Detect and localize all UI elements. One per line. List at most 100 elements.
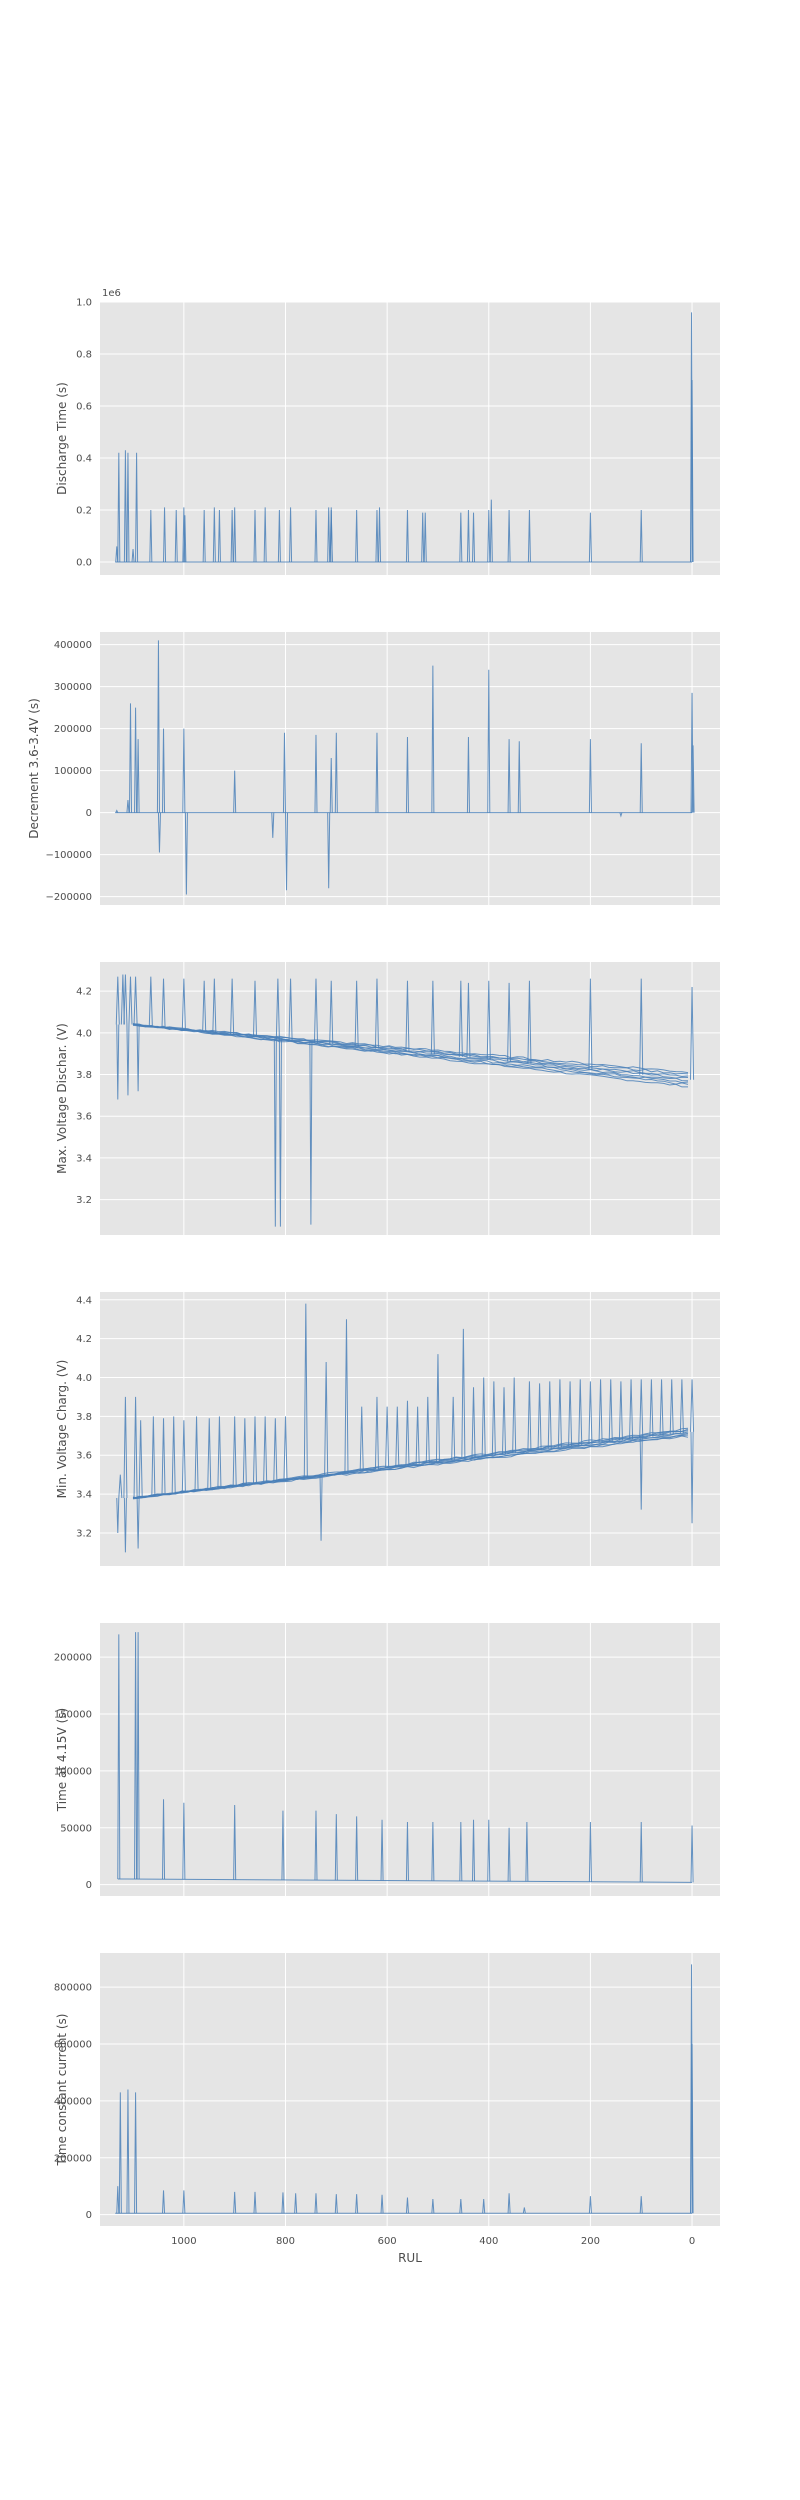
dip-mark bbox=[309, 1042, 313, 1225]
y-tick-label: −200000 bbox=[45, 892, 92, 903]
y-tick-label: 3.2 bbox=[76, 1195, 92, 1206]
dip-mark bbox=[639, 1437, 643, 1510]
y-tick-label: 300000 bbox=[54, 682, 92, 693]
spike-mark bbox=[598, 1379, 603, 1443]
spike-mark bbox=[690, 2043, 694, 2214]
spike-mark bbox=[669, 1379, 674, 1435]
spike-mark bbox=[466, 982, 471, 1058]
spike-mark bbox=[507, 739, 511, 813]
dip-mark bbox=[116, 1024, 120, 1100]
spike-mark bbox=[133, 976, 138, 1025]
spike-mark bbox=[162, 2190, 166, 2214]
spike-mark bbox=[217, 509, 221, 563]
spike-mark bbox=[355, 2194, 359, 2214]
y-tick-label: 200000 bbox=[54, 2153, 92, 2164]
spike-mark bbox=[517, 741, 521, 813]
spike-mark bbox=[507, 1827, 511, 1882]
spike-mark bbox=[459, 1822, 463, 1881]
spike-mark bbox=[649, 1379, 654, 1437]
spike-mark bbox=[289, 507, 293, 563]
spike-mark bbox=[487, 669, 491, 813]
spike-mark bbox=[149, 509, 153, 563]
y-tick-label: 4.2 bbox=[76, 1334, 92, 1345]
spike-mark bbox=[472, 512, 476, 563]
spike-mark bbox=[405, 2197, 409, 2214]
spike-mark bbox=[135, 452, 139, 563]
spike-mark bbox=[233, 2191, 237, 2214]
subplot-5: 0 50000 100000 150000 200000 Time at 4.15V (s… bbox=[54, 1623, 720, 1896]
spike-mark bbox=[639, 743, 643, 813]
spike-mark bbox=[230, 978, 235, 1035]
spike-mark bbox=[380, 2194, 384, 2214]
series-line bbox=[132, 1023, 689, 1074]
spike-mark bbox=[115, 976, 120, 1025]
y-tick-label: 3.8 bbox=[76, 1070, 92, 1081]
spike-mark bbox=[466, 736, 470, 813]
spike-mark bbox=[355, 1816, 359, 1881]
y-tick-label: 100000 bbox=[54, 1766, 92, 1777]
spike-mark bbox=[128, 703, 133, 813]
spike-mark bbox=[466, 509, 470, 563]
spike-mark bbox=[481, 1377, 486, 1457]
y-tick-label: 4.0 bbox=[76, 1373, 92, 1384]
y-tick-label: 4.0 bbox=[76, 1028, 92, 1039]
x-tick-label: 800 bbox=[276, 2236, 295, 2247]
spike-mark bbox=[182, 1802, 186, 1880]
spike-mark bbox=[588, 512, 592, 563]
spike-mark bbox=[425, 1396, 430, 1464]
spike-mark bbox=[134, 1632, 138, 1880]
spike-mark bbox=[525, 1822, 529, 1882]
spike-mark bbox=[459, 512, 463, 563]
spike-mark bbox=[588, 978, 593, 1070]
spike-mark bbox=[608, 1379, 613, 1442]
spike-mark bbox=[512, 1377, 517, 1453]
spike-mark bbox=[578, 1379, 583, 1446]
y-tick-label: 0.4 bbox=[76, 454, 92, 465]
dip-mark bbox=[123, 1497, 127, 1553]
y-tick-label: −100000 bbox=[45, 850, 92, 861]
spike-mark bbox=[435, 1354, 440, 1462]
y-tick-label: 0 bbox=[86, 2210, 92, 2221]
spike-mark bbox=[639, 509, 643, 563]
y-axis-label: Time constant current (s) bbox=[55, 2014, 69, 2167]
spike-mark bbox=[374, 978, 379, 1049]
y-tick-label: 400000 bbox=[54, 2096, 92, 2107]
spike-mark bbox=[171, 1416, 176, 1494]
spike-mark bbox=[242, 1418, 247, 1485]
spike-mark bbox=[690, 986, 695, 1080]
y-tick-label: 0.8 bbox=[76, 350, 92, 361]
subplot-4: 3.2 3.4 3.6 3.8 4.0 4.2 4.4 Min. Voltage Charg.… bbox=[55, 1292, 720, 1566]
spike-mark bbox=[123, 974, 128, 1025]
plot-area bbox=[100, 1292, 720, 1566]
spike-mark bbox=[327, 507, 331, 563]
y-axis-label: Discharge Time (s) bbox=[55, 382, 69, 495]
x-tick-label: 200 bbox=[581, 2236, 600, 2247]
x-tick-label: 600 bbox=[378, 2236, 397, 2247]
spike-mark bbox=[430, 980, 435, 1055]
spike-mark bbox=[629, 1379, 634, 1440]
spike-mark bbox=[126, 799, 130, 813]
y-axis-label: Max. Voltage Dischar. (V) bbox=[55, 1023, 69, 1174]
spike-mark bbox=[334, 732, 338, 813]
series-line bbox=[132, 1023, 689, 1078]
spike-mark bbox=[461, 1328, 466, 1459]
spike-mark bbox=[527, 509, 531, 563]
y-tick-label: 600000 bbox=[54, 2040, 92, 2051]
spike-mark bbox=[202, 980, 207, 1032]
plot-area bbox=[100, 1953, 720, 2226]
spike-mark bbox=[329, 507, 333, 563]
y-tick-label: 4.4 bbox=[76, 1295, 92, 1306]
spike-mark bbox=[275, 978, 280, 1039]
spike-mark bbox=[253, 509, 257, 563]
spike-mark bbox=[271, 812, 275, 838]
dip-mark bbox=[126, 1024, 130, 1096]
spike-mark bbox=[163, 507, 167, 563]
spike-mark bbox=[431, 665, 435, 813]
spike-mark bbox=[415, 1406, 420, 1465]
spike-mark bbox=[527, 1381, 532, 1452]
spike-mark bbox=[405, 980, 410, 1052]
spike-mark bbox=[588, 1822, 592, 1882]
series-group bbox=[115, 640, 695, 895]
spike-mark bbox=[281, 2192, 285, 2214]
